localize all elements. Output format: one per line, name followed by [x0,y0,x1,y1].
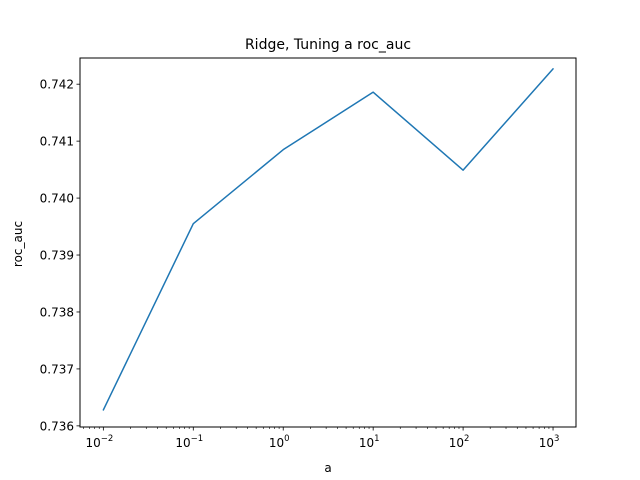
y-tick-label: 0.738 [40,305,74,319]
x-tick-label: 100 [269,434,290,450]
y-tick-label: 0.742 [40,78,74,92]
y-tick-label: 0.736 [40,419,74,433]
y-tick-label: 0.741 [40,135,74,149]
x-tick-label: 10−2 [85,434,113,450]
y-tick-label: 0.740 [40,192,74,206]
y-tick-label: 0.739 [40,249,74,263]
plot-frame [79,57,577,428]
chart-title: Ridge, Tuning a roc_auc [245,37,411,53]
y-axis-label: roc_auc [11,221,25,267]
x-tick-label: 102 [449,434,470,450]
y-tick-label: 0.737 [40,362,74,376]
x-tick-label: 103 [539,434,560,450]
x-tick-label: 10−1 [175,434,203,450]
x-tick-label: 101 [359,434,380,450]
x-axis-label: a [324,461,331,475]
series-line [102,68,554,411]
